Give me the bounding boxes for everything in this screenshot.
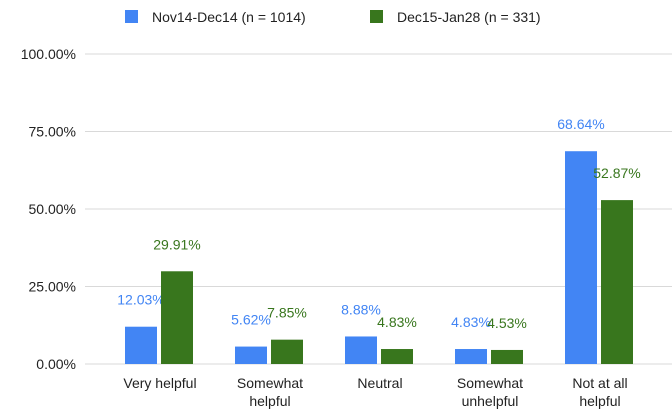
bar (381, 349, 413, 364)
data-label: 29.91% (153, 236, 200, 252)
bar (345, 336, 377, 364)
legend-label: Dec15-Jan28 (n = 331) (397, 9, 541, 25)
data-label: 68.64% (557, 116, 604, 132)
data-label: 4.83% (451, 314, 491, 330)
bar (161, 271, 193, 364)
x-tick-label: Somewhat unhelpful (457, 375, 523, 409)
y-tick-label: 0.00% (36, 356, 76, 372)
bar (491, 349, 523, 364)
data-label: 4.53% (487, 315, 527, 331)
data-label: 52.87% (593, 165, 640, 181)
y-tick-label: 50.00% (29, 201, 76, 217)
data-label: 8.88% (341, 301, 381, 317)
y-tick-label: 100.00% (21, 46, 76, 62)
x-tick-label: Very helpful (123, 375, 196, 391)
bar (455, 349, 487, 364)
y-tick-label: 75.00% (29, 124, 76, 140)
data-label: 7.85% (267, 305, 307, 321)
legend-label: Nov14-Dec14 (n = 1014) (152, 9, 306, 25)
x-tick-label: Somewhat helpful (237, 375, 303, 409)
data-label: 4.83% (377, 314, 417, 330)
bar (601, 200, 633, 364)
data-label: 12.03% (117, 292, 164, 308)
data-label: 5.62% (231, 312, 271, 328)
bar (271, 339, 303, 364)
legend-swatch (370, 10, 383, 23)
x-tick-label: Neutral (357, 375, 402, 391)
y-tick-label: 25.00% (29, 279, 76, 295)
legend-swatch (125, 10, 138, 23)
bar (125, 326, 157, 364)
bar (235, 346, 267, 364)
x-tick-label: Not at all helpful (572, 375, 627, 409)
bar (565, 151, 597, 364)
